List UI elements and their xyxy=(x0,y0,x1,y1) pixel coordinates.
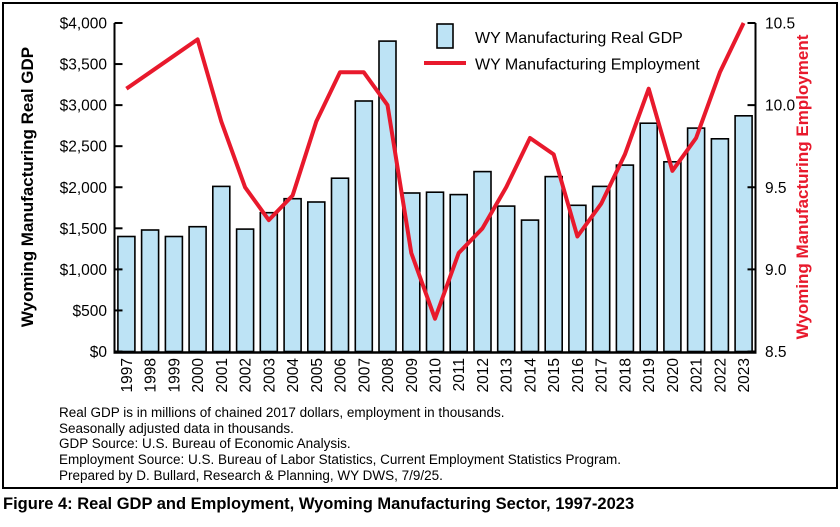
x-axis-label-1997: 1997 xyxy=(119,358,136,392)
gdp-bar-2015 xyxy=(544,175,564,353)
x-axis-label-2004: 2004 xyxy=(285,358,302,393)
gdp-bar-1999 xyxy=(164,235,184,353)
x-axis-label-2021: 2021 xyxy=(689,358,706,392)
gdp-bar-2000 xyxy=(188,225,207,353)
left-axis-tick-label: $3,500 xyxy=(60,57,108,74)
note-line: Employment Source: U.S. Bureau of Labor … xyxy=(59,452,621,468)
gdp-bar-2018 xyxy=(615,164,635,353)
x-axis-label-2007: 2007 xyxy=(356,358,373,392)
x-axis-label-2017: 2017 xyxy=(594,358,611,392)
right-axis-tick-label: 9.5 xyxy=(765,180,787,197)
legend-label-gdp: WY Manufacturing Real GDP xyxy=(475,30,683,47)
gdp-bar-2002 xyxy=(235,228,255,353)
x-axis-label-2006: 2006 xyxy=(333,358,350,392)
gdp-bar-2021 xyxy=(686,127,706,353)
gdp-bar-2014 xyxy=(520,219,540,353)
x-axis-label-2010: 2010 xyxy=(428,358,445,393)
left-axis-tick-label: $1,500 xyxy=(60,221,108,238)
x-axis-label-2002: 2002 xyxy=(238,358,255,392)
x-axis-label-2020: 2020 xyxy=(665,358,682,393)
gdp-bar-2004 xyxy=(283,197,302,353)
x-axis-label-2014: 2014 xyxy=(523,358,540,393)
left-axis-tick-label: $2,000 xyxy=(60,180,108,197)
gdp-bar-2022 xyxy=(710,138,730,353)
chart-notes: Real GDP is in millions of chained 2017 … xyxy=(59,405,621,484)
x-axis-label-2022: 2022 xyxy=(712,358,729,392)
legend-bar-swatch xyxy=(436,23,454,49)
x-axis-label-2005: 2005 xyxy=(309,358,326,392)
right-axis-tick-label: 8.5 xyxy=(765,344,787,361)
right-axis-tick-label: 10.5 xyxy=(765,16,795,33)
legend-label-employment: WY Manufacturing Employment xyxy=(475,57,700,74)
left-axis-tick-label: $0 xyxy=(90,344,108,361)
gdp-bar-2005 xyxy=(306,201,326,353)
x-axis-label-2003: 2003 xyxy=(261,358,278,392)
employment-line xyxy=(125,22,746,321)
right-axis-tick-label: 9.0 xyxy=(765,262,787,279)
x-axis-label-2008: 2008 xyxy=(380,358,397,392)
gdp-bar-2007 xyxy=(354,100,374,353)
gdp-bar-2001 xyxy=(212,185,231,353)
note-line: Real GDP is in millions of chained 2017 … xyxy=(59,405,505,420)
left-axis-title: Wyoming Manufacturing Real GDP xyxy=(18,47,37,327)
gdp-bar-1998 xyxy=(140,229,160,353)
figure-caption: Figure 4: Real GDP and Employment, Wyomi… xyxy=(3,495,635,513)
gdp-bar-2019 xyxy=(639,122,659,353)
gdp-bar-2003 xyxy=(259,211,279,353)
gdp-bar-2013 xyxy=(496,205,516,353)
x-axis-label-2023: 2023 xyxy=(736,358,753,392)
left-axis-tick-label: $500 xyxy=(73,303,108,320)
chart-panel: $4,000 $3,500 $3,000 $2,500 $2,000 $1,500 $1,0… xyxy=(2,2,838,489)
gdp-bar-2023 xyxy=(734,115,753,353)
x-axis-label-2016: 2016 xyxy=(570,358,587,392)
combo-chart: $4,000 $3,500 $3,000 $2,500 $2,000 $1,500 $1,0… xyxy=(18,16,812,393)
left-axis-tick-label: $3,000 xyxy=(60,98,108,115)
left-axis-tick-label: $2,500 xyxy=(60,139,108,156)
gdp-bar-2020 xyxy=(663,161,682,353)
x-axis-label-2019: 2019 xyxy=(641,358,658,392)
x-axis-label-2015: 2015 xyxy=(546,358,563,392)
gdp-bar-2006 xyxy=(330,177,350,353)
x-axis-label-2012: 2012 xyxy=(475,358,492,392)
left-axis-tick-label: $1,000 xyxy=(60,262,108,279)
x-axis-label-2013: 2013 xyxy=(499,358,516,392)
gdp-bar-2012 xyxy=(473,170,492,353)
gdp-bar-1997 xyxy=(117,235,136,353)
right-axis-title: Wyoming Manufacturing Employment xyxy=(793,34,812,339)
note-line: Prepared by D. Bullard, Research & Plann… xyxy=(59,467,443,483)
gdp-bar-2008 xyxy=(378,40,397,353)
x-axis-label-2001: 2001 xyxy=(214,358,231,392)
x-axis-label-1999: 1999 xyxy=(166,358,183,392)
x-axis-label-2018: 2018 xyxy=(617,358,634,392)
left-axis-tick-label: $4,000 xyxy=(60,16,108,33)
right-axis-tick-label: 10.0 xyxy=(765,98,796,115)
x-axis-label-2000: 2000 xyxy=(190,358,207,393)
note-line: GDP Source: U.S. Bureau of Economic Anal… xyxy=(59,436,351,452)
x-axis-label-2009: 2009 xyxy=(404,358,421,392)
gdp-bar-2010 xyxy=(425,191,445,353)
x-axis-label-2011: 2011 xyxy=(451,358,468,391)
note-line: Seasonally adjusted data in thousands. xyxy=(59,420,294,436)
x-axis-label-1998: 1998 xyxy=(143,358,160,392)
